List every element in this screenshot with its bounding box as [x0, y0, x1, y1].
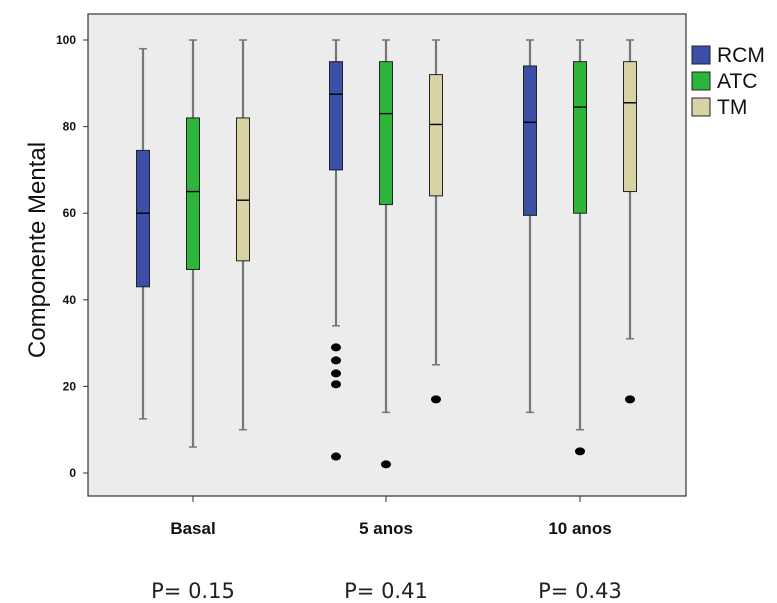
box-iqr	[236, 117, 250, 262]
y-axis-label: Componente Mental	[24, 142, 51, 358]
outlier-point	[331, 452, 341, 461]
p-values: P= 0.15 P= 0.41 P= 0.43	[151, 579, 622, 603]
boxes	[136, 39, 637, 469]
outlier-point	[575, 447, 585, 456]
y-tick-label-60: 60	[63, 206, 77, 220]
y-tick-label-0: 0	[69, 466, 76, 480]
y-tick-label-80: 80	[63, 120, 77, 134]
box-rcm-0	[136, 47, 150, 420]
legend-swatch-atc	[691, 71, 711, 91]
y-tick-label-40: 40	[63, 293, 77, 307]
p-value-label: P= 0.43	[538, 579, 622, 603]
y-tick-label-20: 20	[63, 379, 77, 393]
outlier-point	[331, 343, 341, 352]
p-value-label: P= 0.15	[151, 579, 235, 603]
outlier-point	[625, 395, 635, 404]
p-value-label: P= 0.41	[344, 579, 428, 603]
box-iqr	[186, 117, 200, 270]
y-axis: 0 20 40 60 80 100	[56, 33, 88, 480]
box-iqr	[429, 74, 443, 197]
box-tm-1	[429, 39, 443, 404]
outlier-point	[331, 369, 341, 378]
box-atc-2	[573, 39, 587, 456]
outlier-point	[331, 356, 341, 365]
box-atc-1	[379, 39, 393, 469]
box-iqr	[523, 65, 537, 216]
box-iqr	[623, 61, 637, 193]
box-iqr	[379, 61, 393, 206]
legend-label-tm: TM	[717, 96, 747, 119]
outlier-point	[331, 380, 341, 389]
box-iqr	[573, 61, 587, 214]
x-axis: Basal 5 anos 10 anos	[170, 496, 612, 538]
legend-swatch-rcm	[691, 45, 711, 65]
outlier-point	[381, 460, 391, 469]
box-iqr	[329, 61, 343, 171]
legend-label-rcm: RCM	[717, 44, 765, 67]
box-rcm-1	[329, 39, 343, 461]
legend: RCM ATC TM	[691, 44, 765, 119]
box-tm-2	[623, 39, 637, 404]
legend-label-atc: ATC	[717, 70, 757, 93]
x-category-label: 10 anos	[548, 519, 611, 538]
box-tm-0	[236, 39, 250, 431]
outlier-point	[431, 395, 441, 404]
x-category-label: 5 anos	[359, 519, 413, 538]
box-iqr	[136, 149, 150, 288]
box-rcm-2	[523, 39, 537, 414]
y-tick-label-100: 100	[56, 33, 76, 47]
legend-swatch-tm	[691, 97, 711, 117]
x-category-label: Basal	[170, 519, 215, 538]
box-atc-0	[186, 39, 200, 448]
